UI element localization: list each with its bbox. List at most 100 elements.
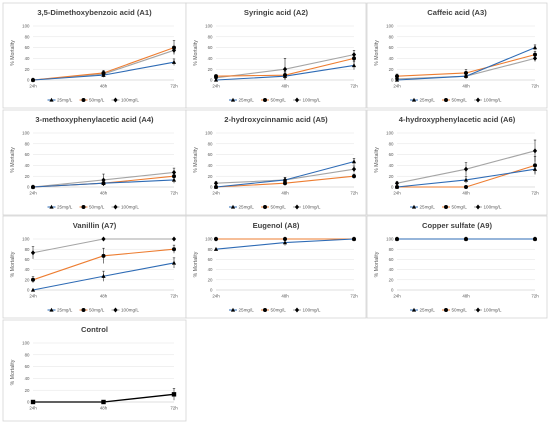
x-tick-label: 24h: [29, 294, 37, 299]
y-tick-label: 40: [389, 267, 394, 272]
y-tick-label: 80: [25, 34, 30, 39]
x-tick-label: 24h: [393, 294, 401, 299]
legend-label: 100mg/L: [303, 98, 321, 103]
data-point: [463, 236, 469, 241]
data-point: [463, 166, 469, 172]
panel-frame: [2, 109, 187, 216]
panel-frame: [2, 215, 187, 319]
legend-marker: [81, 98, 86, 102]
x-tick-label: 48h: [281, 294, 289, 299]
y-tick-label: 40: [25, 163, 30, 168]
data-point: [283, 181, 287, 186]
data-point: [394, 77, 400, 82]
data-point: [394, 236, 400, 241]
y-tick-label: 0: [391, 185, 394, 190]
y-tick-label: 0: [27, 288, 30, 293]
y-tick-label: 40: [389, 163, 394, 168]
chart-title: 4-hydroxyphenylacetic acid (A6): [399, 115, 516, 124]
data-point: [214, 237, 218, 241]
data-point: [172, 174, 176, 179]
data-point: [101, 180, 106, 185]
panel-frame: [185, 215, 367, 319]
legend-marker: [294, 307, 300, 313]
panel-frame: [366, 2, 548, 109]
y-tick-label: 100: [205, 237, 213, 242]
y-tick-label: 0: [27, 78, 30, 83]
data-point: [101, 72, 106, 77]
x-tick-label: 24h: [212, 191, 220, 196]
data-point: [532, 55, 538, 61]
data-point: [213, 77, 219, 82]
y-tick-label: 60: [208, 257, 213, 262]
y-tick-label: 100: [386, 237, 394, 242]
data-point: [30, 399, 36, 405]
chart-panel: 4-hydroxyphenylacetic acid (A6) 0 20 40 60 80…: [366, 109, 548, 216]
legend-label: 100mg/L: [303, 205, 321, 210]
y-tick-label: 0: [27, 400, 30, 405]
y-axis-label: % Mortality: [10, 147, 16, 173]
chart-title: Copper sulfate (A9): [422, 221, 493, 230]
legend-label: 50mg/L: [452, 98, 468, 103]
data-point: [532, 166, 538, 171]
legend-marker: [230, 204, 236, 209]
y-tick-label: 80: [208, 247, 213, 252]
panel-frame: [185, 109, 367, 216]
legend-marker: [113, 307, 118, 313]
x-tick-label: 48h: [100, 294, 108, 299]
y-tick-label: 60: [389, 152, 394, 157]
y-axis-label: % Mortality: [10, 40, 16, 66]
legend-label: 50mg/L: [452, 205, 468, 210]
y-tick-label: 20: [25, 388, 30, 393]
legend-label: 100mg/L: [484, 98, 502, 103]
legend-marker: [444, 98, 448, 102]
legend-marker: [113, 204, 118, 210]
legend-label: 50mg/L: [89, 308, 105, 313]
data-point: [101, 236, 106, 242]
chart-title: 3,5-Dimethoxybenzoic acid (A1): [37, 8, 152, 17]
legend-marker: [230, 97, 236, 102]
legend-label: 25mg/L: [239, 308, 255, 313]
legend-label: 25mg/L: [420, 308, 436, 313]
legend-marker: [294, 97, 300, 103]
y-tick-label: 20: [25, 174, 30, 179]
data-point: [394, 180, 400, 186]
data-point: [351, 236, 357, 241]
y-axis-label: % Mortality: [374, 251, 380, 277]
legend-marker: [444, 205, 448, 209]
legend-marker: [263, 98, 267, 102]
y-tick-label: 80: [208, 141, 213, 146]
chart-panel: 3-methoxyphenylacetic acid (A4) 0 20 40 60 80…: [2, 109, 187, 216]
chart-panel: Control 0 20 40 60 80 100 % Mortality 24h 48h 72h: [2, 319, 187, 422]
legend-marker: [411, 204, 417, 209]
y-tick-label: 80: [389, 247, 394, 252]
y-tick-label: 20: [208, 67, 213, 72]
legend-marker: [81, 308, 86, 312]
legend-marker: [294, 204, 300, 210]
panel-frame: [366, 215, 548, 319]
y-tick-label: 80: [208, 34, 213, 39]
data-point: [171, 392, 177, 397]
y-tick-label: 80: [25, 247, 30, 252]
y-tick-label: 0: [27, 185, 30, 190]
chart-title: Vanillin (A7): [73, 221, 117, 230]
legend-label: 25mg/L: [420, 98, 436, 103]
y-tick-label: 0: [391, 78, 394, 83]
y-axis-label: % Mortality: [10, 359, 16, 385]
panel-frame: [185, 2, 367, 109]
data-point: [172, 247, 176, 252]
x-tick-label: 72h: [531, 191, 539, 196]
y-tick-label: 0: [210, 185, 213, 190]
chart-title: Syringic acid (A2): [244, 8, 309, 17]
data-point: [282, 240, 288, 245]
chart-title: 2-hydroxycinnamic acid (A5): [224, 115, 328, 124]
x-tick-label: 24h: [393, 84, 401, 89]
data-point: [30, 184, 36, 189]
y-tick-label: 100: [22, 237, 30, 242]
y-tick-label: 60: [25, 152, 30, 157]
chart-title: 3-methoxyphenylacetic acid (A4): [35, 115, 154, 124]
y-tick-label: 20: [25, 67, 30, 72]
legend-label: 25mg/L: [57, 205, 73, 210]
y-tick-label: 20: [389, 277, 394, 282]
data-point: [171, 59, 177, 64]
y-tick-label: 60: [25, 364, 30, 369]
